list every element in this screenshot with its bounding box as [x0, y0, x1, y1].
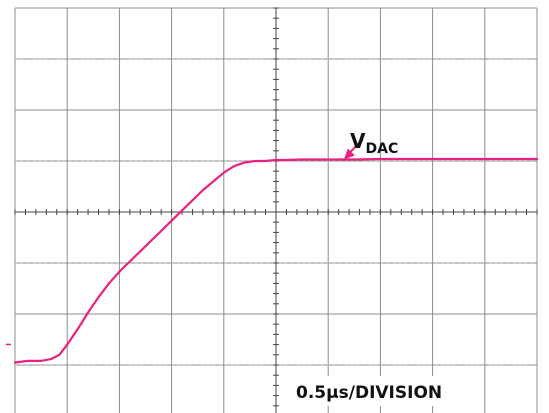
vdac-label: VDAC [350, 129, 398, 157]
timebase-label: 0.5μs/DIVISION [296, 383, 442, 403]
vdac-label-subscript: DAC [365, 141, 398, 157]
vdac-trace [13, 157, 539, 364]
marker-head [343, 148, 355, 160]
graticule [6, 7, 538, 413]
vdac-marker-arrow [343, 138, 364, 160]
vdac-label-main: V [350, 129, 366, 153]
timebase-label-bg [288, 376, 474, 406]
